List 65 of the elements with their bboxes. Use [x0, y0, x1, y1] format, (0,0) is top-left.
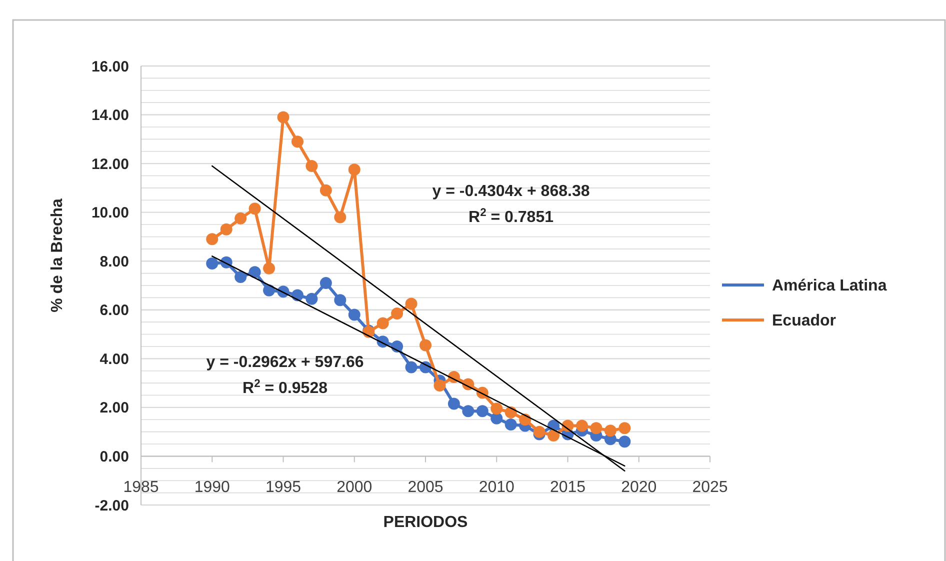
- point: [320, 277, 332, 290]
- annotation: y = -0.4304x + 868.38: [432, 183, 590, 200]
- point: [277, 111, 290, 124]
- point: [405, 298, 418, 310]
- point: [248, 202, 261, 215]
- point: [462, 405, 474, 418]
- point: [320, 184, 332, 196]
- point: [434, 379, 446, 392]
- point: [448, 398, 460, 410]
- x-axis-title: PERIODOS: [383, 514, 468, 531]
- point: [206, 233, 218, 246]
- y-tick-label: 0.00: [100, 448, 129, 466]
- point: [576, 420, 588, 432]
- point: [490, 412, 503, 424]
- x-tick-label: 1990: [194, 479, 230, 496]
- y-tick-label: 2.00: [100, 400, 129, 417]
- y-axis-title: % de la Brecha: [49, 198, 66, 312]
- point: [263, 262, 276, 274]
- point: [306, 160, 318, 172]
- point: [263, 284, 276, 296]
- point: [234, 270, 247, 283]
- y-tick-label: 12.00: [91, 156, 129, 173]
- point: [590, 422, 602, 434]
- point: [334, 294, 346, 306]
- point: [348, 308, 360, 321]
- point: [220, 223, 232, 236]
- point: [420, 339, 432, 352]
- x-tick-label: 1985: [123, 479, 159, 496]
- annotation: R$^{2}$ = 0.7851: [468, 207, 554, 226]
- point: [490, 402, 503, 415]
- point: [405, 361, 418, 374]
- point: [476, 405, 488, 418]
- point: [376, 317, 389, 330]
- point: [248, 266, 261, 278]
- y-tick-label: 14.00: [91, 107, 129, 124]
- x-tick-label: 2025: [692, 479, 728, 496]
- point: [348, 164, 360, 176]
- x-tick-label: 2000: [336, 479, 372, 496]
- x-tick-label: 1995: [265, 479, 302, 496]
- legend-label: América Latina: [772, 278, 887, 295]
- point: [291, 136, 304, 148]
- annotation: R$^{2}$ = 0.9528: [242, 378, 328, 397]
- point: [533, 426, 546, 438]
- point: [618, 422, 631, 434]
- x-tick-label: 2015: [550, 479, 586, 496]
- x-tick-label: 2020: [621, 479, 657, 496]
- y-tick-label: 4.00: [100, 350, 129, 368]
- point: [306, 292, 318, 305]
- legend-label: Ecuador: [772, 312, 836, 330]
- annotation: y = -0.2962x + 597.66: [206, 354, 364, 371]
- x-tick-label: 2010: [478, 479, 515, 496]
- point: [234, 212, 247, 224]
- point: [206, 258, 218, 270]
- point: [504, 418, 517, 431]
- point: [334, 211, 346, 224]
- y-tick-label: -2.00: [94, 497, 129, 514]
- x-tick-label: 2005: [408, 479, 444, 496]
- point: [548, 429, 560, 442]
- point: [618, 436, 631, 448]
- y-tick-label: 8.00: [100, 253, 129, 270]
- point: [391, 308, 404, 320]
- point: [604, 424, 616, 437]
- y-tick-label: 6.00: [100, 302, 129, 320]
- y-tick-label: 10.00: [91, 204, 129, 222]
- y-tick-label: 16.00: [91, 58, 129, 76]
